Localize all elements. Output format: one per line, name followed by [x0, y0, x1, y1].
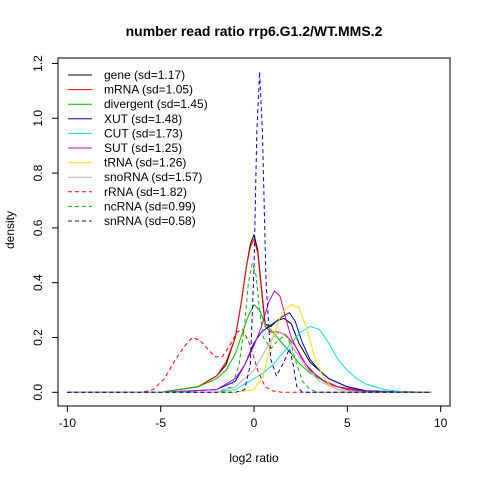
legend-label-6: tRNA (sd=1.26): [104, 156, 186, 170]
y-axis-label: density: [3, 211, 17, 249]
x-tick-label: 10: [434, 416, 448, 430]
legend-label-0: gene (sd=1.17): [104, 68, 185, 82]
y-tick-label: 1.2: [31, 55, 45, 72]
x-tick-label: -5: [155, 416, 166, 430]
series-line-8: [67, 328, 432, 393]
legend-label-5: SUT (sd=1.25): [104, 141, 182, 155]
y-tick-label: 0.2: [31, 329, 45, 346]
legend-label-4: CUT (sd=1.73): [104, 126, 183, 140]
legend-label-9: ncRNA (sd=0.99): [104, 199, 196, 213]
y-axis: 0.0 0.2 0.4 0.6 0.8 1.0 1.2: [31, 55, 58, 401]
y-tick-label: 0.6: [31, 219, 45, 236]
series-line-3: [67, 312, 432, 393]
series-line-10: [67, 71, 432, 393]
series-line-5: [67, 290, 432, 393]
x-axis: -10 -5 0 5 10: [59, 406, 448, 430]
y-tick-label: 0.0: [31, 384, 45, 401]
legend: gene (sd=1.17)mRNA (sd=1.05)divergent (s…: [68, 68, 208, 228]
y-tick-label: 1.0: [31, 110, 45, 127]
x-tick-label: -10: [59, 416, 77, 430]
legend-label-3: XUT (sd=1.48): [104, 112, 182, 126]
series-line-9: [67, 263, 432, 393]
legend-label-1: mRNA (sd=1.05): [104, 83, 193, 97]
series-line-4: [67, 326, 432, 393]
chart-title: number read ratio rrp6.G1.2/WT.MMS.2: [126, 23, 383, 39]
x-tick-label: 5: [344, 416, 351, 430]
legend-label-10: snRNA (sd=0.58): [104, 214, 196, 228]
legend-label-8: rRNA (sd=1.82): [104, 185, 187, 199]
y-tick-label: 0.8: [31, 164, 45, 181]
series-layer: [67, 71, 432, 393]
series-line-1: [67, 238, 432, 393]
series-line-6: [67, 304, 432, 393]
legend-label-7: snoRNA (sd=1.57): [104, 170, 202, 184]
y-tick-label: 0.4: [31, 274, 45, 291]
x-axis-label: log2 ratio: [229, 451, 279, 465]
x-tick-label: 0: [251, 416, 258, 430]
legend-label-2: divergent (sd=1.45): [104, 97, 208, 111]
